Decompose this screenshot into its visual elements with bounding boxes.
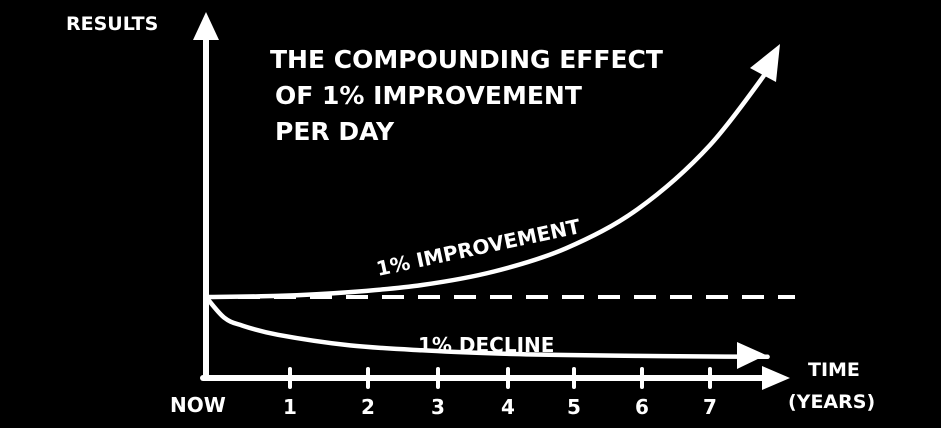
x-origin-label: NOW [170, 393, 226, 417]
chart-title-line-1: THE COMPOUNDING EFFECT [270, 45, 663, 74]
x-tick-label-7: 7 [703, 395, 717, 419]
series-decline-line [203, 294, 770, 360]
y-axis-arrow-icon [193, 12, 219, 40]
chart-title-line-2: OF 1% IMPROVEMENT [275, 81, 582, 110]
series-label-improvement: 1% IMPROVEMENT [374, 214, 583, 281]
x-tick-label-3: 3 [431, 395, 445, 419]
x-tick-label-4: 4 [501, 395, 515, 419]
x-axis-label-line-2: (YEARS) [788, 391, 875, 413]
y-axis-label: RESULTS [66, 13, 158, 35]
chart-title-line-3: PER DAY [275, 117, 395, 146]
x-axis-label-line-1: TIME [808, 359, 860, 381]
x-tick-label-5: 5 [567, 395, 581, 419]
series-label-decline: 1% DECLINE [418, 333, 554, 357]
decline-arrow-icon [737, 342, 766, 369]
x-tick-label-2: 2 [361, 395, 375, 419]
x-tick-label-6: 6 [635, 395, 649, 419]
x-ticks: 1 2 3 4 5 6 7 [283, 367, 717, 419]
series-improvement-line [203, 58, 778, 300]
x-tick-label-1: 1 [283, 395, 297, 419]
improvement-arrow-icon [750, 44, 780, 82]
x-axis-arrow-icon [762, 366, 790, 390]
